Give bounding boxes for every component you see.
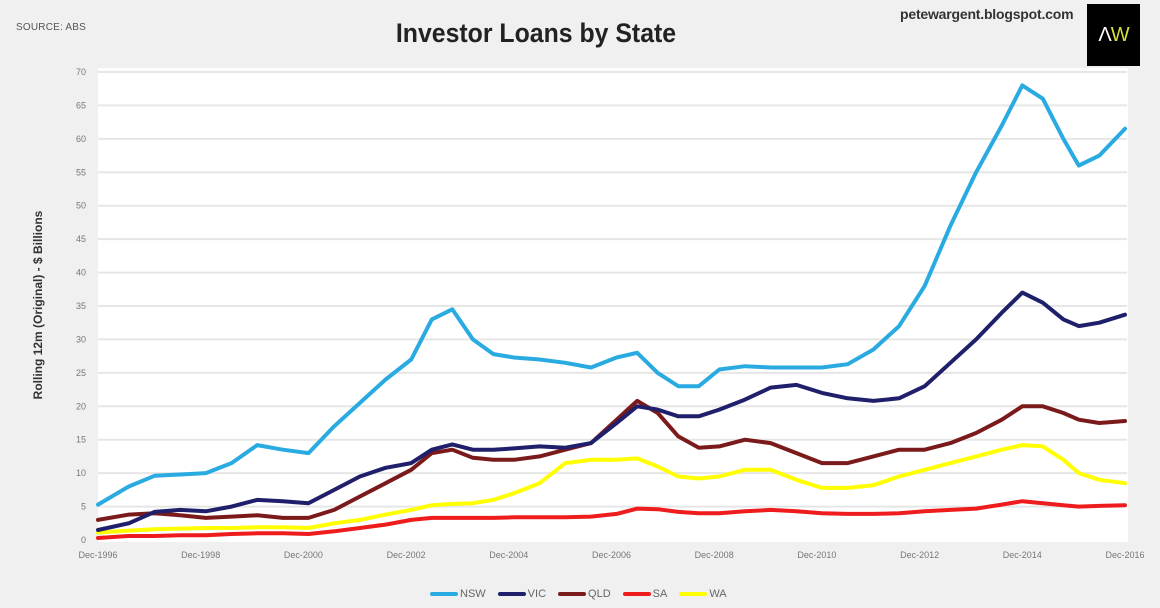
y-tick-label: 65 — [76, 100, 86, 110]
x-tick-label: Dec-2002 — [387, 550, 426, 560]
y-tick-label: 20 — [76, 401, 86, 411]
legend-swatch — [558, 592, 587, 596]
y-tick-label: 70 — [76, 67, 86, 77]
legend-item-qld: QLD — [558, 588, 611, 600]
series-line-wa — [96, 443, 1127, 535]
legend-item-sa: SA — [622, 588, 668, 600]
y-axis-ticks: 0 5 10 15 20 25 30 35 40 45 50 55 60 65 70 — [76, 67, 86, 545]
legend-label: SA — [652, 588, 668, 600]
y-tick-label: 25 — [76, 368, 86, 378]
series-lines — [96, 83, 1127, 540]
legend-item-vic: VIC — [497, 588, 547, 600]
y-tick-label: 60 — [76, 134, 86, 144]
x-axis-ticks: Dec-1996 Dec-1998 Dec-2000 Dec-2002 Dec-2004… — [78, 550, 1144, 560]
y-tick-label: 50 — [76, 201, 86, 211]
series-line-qld — [96, 398, 1127, 522]
logo-letter-a: Λ — [1098, 23, 1111, 46]
x-tick-label: Dec-1998 — [181, 550, 220, 560]
legend-label: NSW — [460, 588, 486, 600]
series-line-sa — [96, 499, 1127, 540]
y-tick-label: 10 — [76, 468, 86, 478]
series-line-vic — [96, 290, 1127, 532]
x-tick-label: Dec-2000 — [284, 550, 323, 560]
x-tick-label: Dec-2012 — [900, 550, 939, 560]
x-tick-label: Dec-1996 — [78, 550, 117, 560]
y-tick-label: 15 — [76, 435, 86, 445]
legend-item-wa: WA — [679, 588, 727, 600]
y-tick-label: 45 — [76, 234, 86, 244]
y-tick-label: 55 — [76, 167, 86, 177]
blog-url: petewargent.blogspot.com — [900, 6, 1074, 22]
legend-label: WA — [709, 588, 727, 600]
legend-swatch — [430, 592, 458, 596]
chart-title: Investor Loans by State — [395, 18, 677, 48]
legend-swatch — [679, 592, 708, 596]
series-line-nsw — [96, 83, 1127, 507]
y-tick-label: 35 — [76, 301, 86, 311]
gridlines — [98, 71, 1127, 508]
legend-item-nsw: NSW — [430, 588, 486, 600]
legend-swatch — [497, 592, 526, 596]
y-tick-label: 0 — [81, 535, 86, 545]
x-tick-label: Dec-2004 — [489, 550, 528, 560]
x-tick-label: Dec-2010 — [797, 550, 836, 560]
x-tick-label: Dec-2008 — [695, 550, 734, 560]
legend-label: VIC — [527, 588, 547, 600]
y-tick-label: 30 — [76, 334, 86, 344]
logo-letter-w: W — [1110, 23, 1130, 46]
x-tick-label: Dec-2014 — [1003, 550, 1042, 560]
legend-swatch — [622, 592, 651, 596]
y-tick-label: 40 — [76, 268, 86, 278]
x-tick-label: Dec-2006 — [592, 550, 631, 560]
y-tick-label: 5 — [81, 502, 86, 512]
legend-label: QLD — [588, 588, 611, 600]
x-tick-label: Dec-2016 — [1105, 550, 1144, 560]
legend: NSW VIC QLD SA WA — [430, 588, 727, 600]
source-note: SOURCE: ABS — [16, 22, 86, 33]
